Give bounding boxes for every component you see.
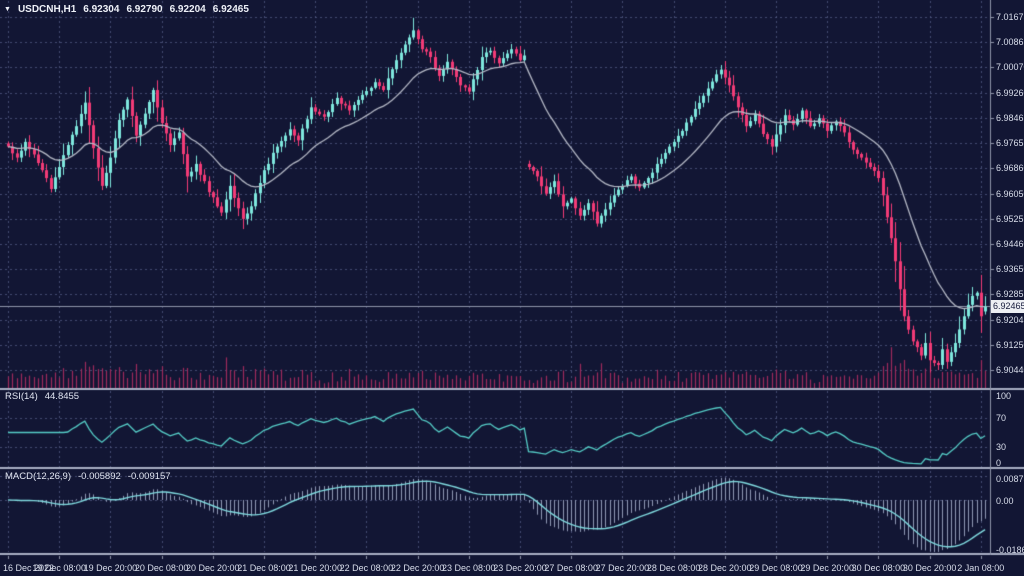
- macd-scale-label: 0.008735: [996, 474, 1024, 484]
- price-axis-label: 6.92045: [996, 315, 1024, 325]
- price-axis-label: 6.96050: [996, 189, 1024, 199]
- price-axis-label: 6.95255: [996, 214, 1024, 224]
- time-axis-label: 20 Dec 08:00: [134, 563, 189, 573]
- price-axis-label: 6.97655: [996, 138, 1024, 148]
- time-axis-label: 28 Dec 20:00: [698, 563, 752, 573]
- ohlc-low: 6.92204: [169, 4, 206, 15]
- time-axis-label: 23 Dec 20:00: [493, 563, 547, 573]
- price-axis-label: 7.00070: [996, 62, 1024, 72]
- time-axis-label: 21 Dec 08:00: [237, 563, 291, 573]
- time-axis-label: 21 Dec 20:00: [288, 563, 342, 573]
- symbol-label: USDCNH,H1: [17, 4, 77, 15]
- rsi-level-label: 0: [996, 458, 1002, 468]
- time-axis-label: 27 Dec 20:00: [595, 563, 650, 573]
- symbol-menu-icon[interactable]: ▼: [4, 6, 11, 13]
- macd-main-value: -0.005892: [78, 471, 121, 482]
- time-axis-label: 22 Dec 08:00: [339, 563, 394, 573]
- price-axis-label: 6.92855: [996, 289, 1024, 299]
- time-axis-label: 22 Dec 20:00: [390, 563, 445, 573]
- time-axis-label: 29 Dec 20:00: [800, 563, 854, 573]
- time-axis-label: 28 Dec 08:00: [646, 563, 701, 573]
- price-axis-label: 6.99260: [996, 88, 1024, 98]
- price-axis-label: 6.91250: [996, 340, 1024, 350]
- price-axis-label: 6.98465: [996, 113, 1024, 123]
- ohlc-open: 6.92304: [83, 4, 120, 15]
- macd-indicator-label: MACD(12,26,9) -0.005892 -0.009157: [5, 472, 171, 482]
- rsi-level-label: 30: [996, 442, 1007, 452]
- time-axis-label: 20 Dec 20:00: [186, 563, 240, 573]
- time-axis-label: 30 Dec 08:00: [851, 563, 906, 573]
- time-axis-label: 19 Dec 08:00: [32, 563, 86, 573]
- rsi-value: 44.8455: [44, 391, 80, 402]
- time-axis-label: 30 Dec 20:00: [902, 563, 957, 573]
- macd-name: MACD(12,26,9): [5, 471, 71, 482]
- ohlc-high: 6.92790: [126, 4, 163, 15]
- price-axis-label: 7.00865: [996, 37, 1024, 47]
- price-axis-label: 6.90440: [996, 365, 1024, 375]
- current-price-tag: 6.92465: [991, 299, 1024, 313]
- rsi-level-label: 70: [996, 413, 1007, 423]
- rsi-name: RSI(14): [5, 391, 38, 402]
- price-axis-label: 7.01675: [996, 12, 1024, 22]
- time-axis-label: 2 Jan 08:00: [957, 563, 1005, 573]
- rsi-indicator-label: RSI(14) 44.8455: [5, 392, 79, 402]
- time-axis-label: 27 Dec 08:00: [544, 563, 598, 573]
- price-axis-label: 6.93650: [996, 264, 1024, 274]
- time-axis-label: 29 Dec 08:00: [749, 563, 803, 573]
- time-axis-label: 16 Dec 2022: [3, 563, 55, 573]
- price-axis-label: 6.94460: [996, 239, 1024, 249]
- rsi-level-label: 100: [996, 391, 1012, 401]
- price-axis-label: 6.96860: [996, 163, 1024, 173]
- macd-scale-label: -0.018662: [996, 545, 1024, 555]
- ohlc-close: 6.92465: [212, 4, 249, 15]
- time-axis-label: 19 Dec 20:00: [83, 563, 138, 573]
- time-axis-label: 23 Dec 08:00: [442, 563, 496, 573]
- macd-scale-label: 0.00: [996, 496, 1014, 506]
- chart-title-bar: ▼ USDCNH,H1 6.92304 6.92790 6.92204 6.92…: [4, 4, 249, 15]
- macd-signal-value: -0.009157: [127, 471, 171, 482]
